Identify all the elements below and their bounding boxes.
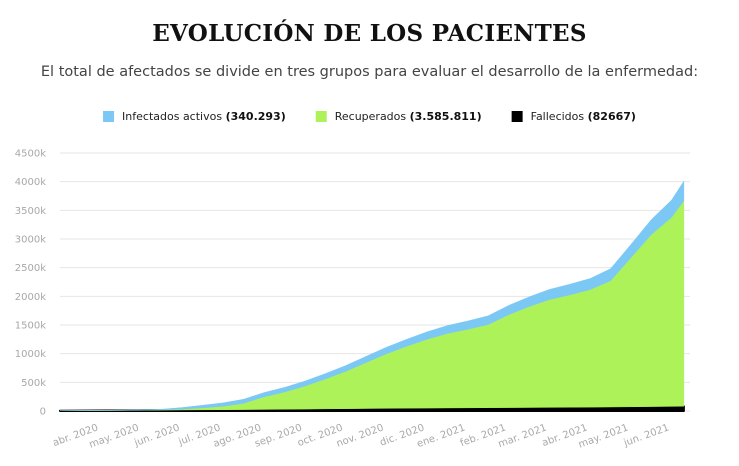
y-tick-label: 0 — [40, 407, 46, 418]
legend-label: Fallecidos (82667) — [531, 110, 636, 123]
chart-subtitle: El total de afectados se divide en tres … — [40, 64, 699, 80]
legend-swatch — [511, 111, 523, 122]
x-tick-label: jun. 2021 — [622, 422, 671, 449]
y-tick-label: 1500k — [15, 321, 46, 332]
x-tick-label: nov. 2020 — [335, 422, 385, 449]
y-tick-label: 4000k — [15, 177, 46, 188]
chart-title: EVOLUCIÓN DE LOS PACIENTES — [152, 20, 587, 47]
y-tick-label: 4500k — [15, 149, 46, 160]
area-series — [59, 180, 685, 412]
y-tick-label: 2500k — [15, 263, 46, 274]
area-recuperados — [59, 200, 685, 411]
legend-value: (3.585.811) — [410, 110, 482, 123]
y-axis: 0 500k 1000k 1500k 2000k 2500k 3000k 3500k 4000k… — [15, 149, 46, 418]
y-tick-label: 3000k — [15, 235, 46, 246]
y-tick-label: 500k — [21, 378, 46, 389]
y-tick-label: 2000k — [15, 292, 46, 303]
legend-label: Recuperados (3.585.811) — [335, 110, 482, 123]
legend-name: Fallecidos — [531, 110, 588, 123]
area-infectados-activos — [59, 180, 685, 411]
legend-value: (82667) — [588, 110, 636, 123]
legend-item: Fallecidos (82667) — [511, 110, 636, 123]
legend-name: Infectados activos — [122, 110, 226, 123]
legend-item: Infectados activos (340.293) — [103, 110, 286, 123]
legend-swatch — [103, 111, 115, 122]
legend-value: (340.293) — [226, 110, 286, 123]
y-tick-label: 1000k — [15, 349, 46, 360]
legend: Infectados activos (340.293) Recuperados … — [103, 110, 636, 123]
legend-name: Recuperados — [335, 110, 410, 123]
legend-label: Infectados activos (340.293) — [122, 110, 286, 123]
legend-item: Recuperados (3.585.811) — [315, 110, 482, 123]
y-tick-label: 3500k — [15, 206, 46, 217]
x-tick-label: jun. 2020 — [132, 422, 181, 449]
x-tick-label: sep. 2020 — [253, 422, 303, 449]
legend-swatch — [315, 111, 327, 122]
